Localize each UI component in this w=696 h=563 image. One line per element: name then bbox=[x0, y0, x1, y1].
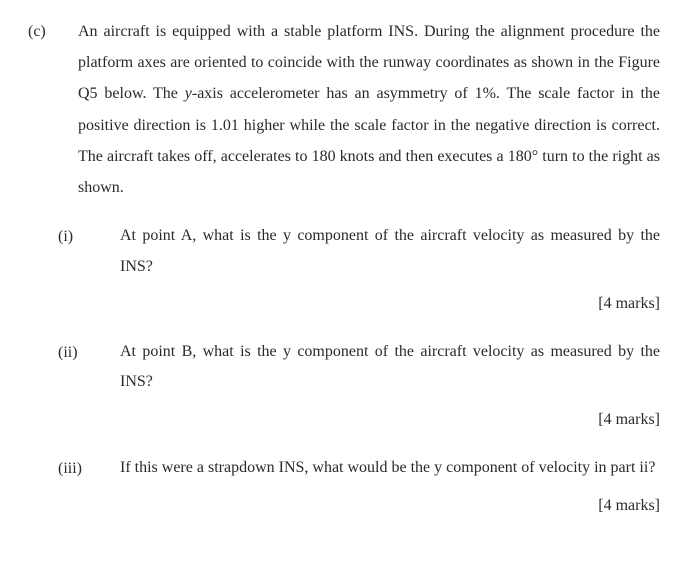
sub-marker: (i) bbox=[58, 221, 120, 252]
intro-italic-y: y bbox=[185, 85, 192, 102]
marks-label: [4 marks] bbox=[58, 288, 660, 319]
sub-question-i: (i) At point A, what is the y component … bbox=[58, 221, 660, 282]
sub-marker: (ii) bbox=[58, 337, 120, 368]
question-marker: (c) bbox=[28, 16, 78, 47]
question-intro: An aircraft is equipped with a stable pl… bbox=[78, 16, 660, 203]
sub-text: At point B, what is the y component of t… bbox=[120, 337, 660, 398]
sub-question-iii: (iii) If this were a strapdown INS, what… bbox=[58, 453, 660, 484]
question-c: (c) An aircraft is equipped with a stabl… bbox=[28, 16, 660, 203]
exam-question: (c) An aircraft is equipped with a stabl… bbox=[0, 0, 696, 563]
sub-marker: (iii) bbox=[58, 453, 120, 484]
marks-label: [4 marks] bbox=[58, 490, 660, 521]
sub-text: If this were a strapdown INS, what would… bbox=[120, 453, 660, 483]
sub-questions: (i) At point A, what is the y component … bbox=[58, 221, 660, 521]
sub-question-ii: (ii) At point B, what is the y component… bbox=[58, 337, 660, 398]
sub-text: At point A, what is the y component of t… bbox=[120, 221, 660, 282]
marks-label: [4 marks] bbox=[58, 404, 660, 435]
